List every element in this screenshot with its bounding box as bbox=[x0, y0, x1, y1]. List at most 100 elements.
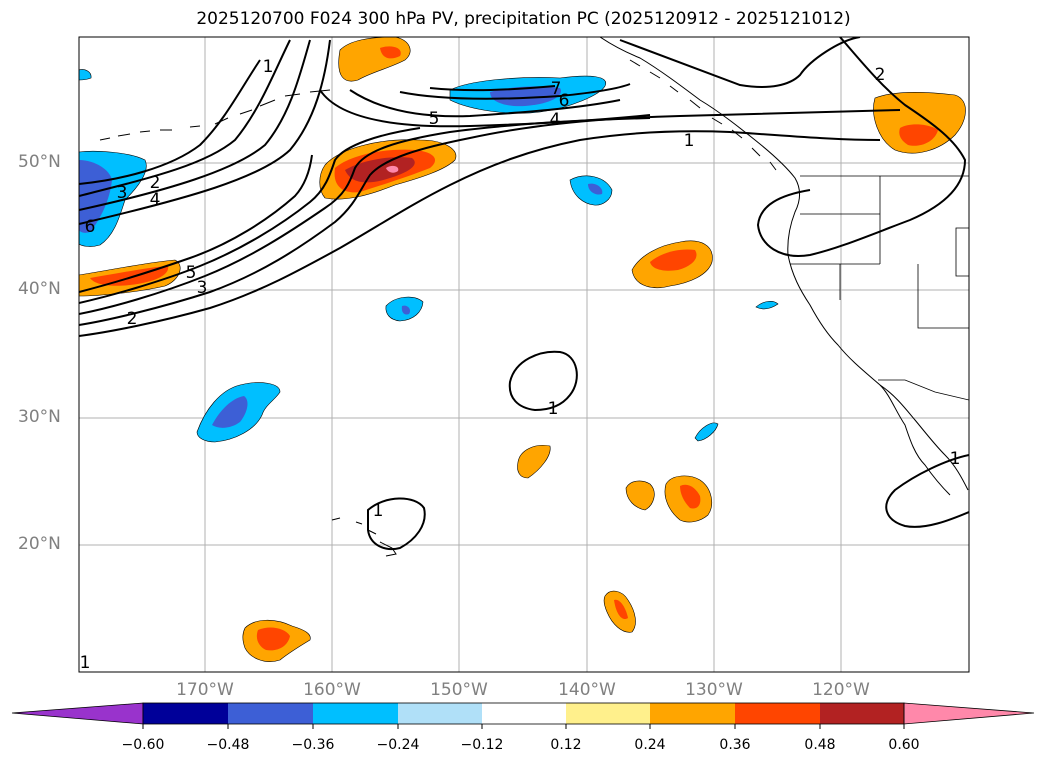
state-borders bbox=[790, 176, 969, 329]
lon-label: 170°W bbox=[176, 680, 234, 700]
contour-label: 1 bbox=[80, 653, 91, 673]
colorbar-tick-label: −0.36 bbox=[291, 737, 335, 753]
contour-label: 2 bbox=[875, 65, 886, 85]
pv-contour-ne-2 bbox=[756, 37, 967, 257]
pv-contour-gulf-6 bbox=[399, 83, 631, 100]
warm-area-east-mid-core bbox=[650, 249, 697, 271]
colorbar-tick-label: −0.48 bbox=[206, 737, 250, 753]
colorbar-tick-label: 0.60 bbox=[888, 737, 920, 753]
contour-label: 6 bbox=[85, 217, 96, 237]
map-area: 1 2 3 4 5 6 7 5 4 6 1 2 5 3 2 1 1 1 1 bbox=[79, 37, 969, 673]
pv-contour-gulf-5 bbox=[349, 89, 621, 118]
warm-area-south-core bbox=[614, 599, 628, 620]
colorbar-bin bbox=[228, 703, 313, 724]
lon-label: 150°W bbox=[430, 680, 488, 700]
warm-area-central-core bbox=[345, 157, 415, 183]
contour-label: 4 bbox=[550, 110, 561, 130]
warm-area-top bbox=[338, 37, 411, 82]
lat-label: 50°N bbox=[18, 152, 61, 172]
contour-labels: 1 2 3 4 5 6 7 5 4 6 1 2 5 3 2 1 1 1 1 bbox=[80, 57, 961, 673]
lat-label: 30°N bbox=[18, 407, 61, 427]
blue-area-small-2-core bbox=[401, 305, 411, 315]
contour-label: 1 bbox=[548, 399, 559, 419]
contour-label: 1 bbox=[950, 449, 961, 469]
pv-contour-4 bbox=[79, 127, 421, 304]
pv-contour-ridge bbox=[619, 37, 861, 88]
colorbar-extend-right bbox=[903, 702, 1035, 725]
blue-area-small-1-core bbox=[588, 183, 603, 195]
colorbar-tick-label: −0.60 bbox=[121, 737, 165, 753]
colorbar-tick-label: 0.48 bbox=[804, 737, 836, 753]
blue-area-hawaii-n-core bbox=[212, 396, 248, 428]
warm-area-ne-core bbox=[899, 124, 938, 146]
lat-label: 40°N bbox=[18, 279, 61, 299]
warm-area-ne bbox=[873, 92, 966, 154]
gridlines bbox=[79, 37, 969, 672]
contour-label: 5 bbox=[186, 263, 197, 283]
colorbar-bin bbox=[313, 703, 398, 724]
lon-label: 140°W bbox=[558, 680, 616, 700]
blue-area-west-core bbox=[79, 160, 112, 233]
hawaii-islands bbox=[331, 517, 397, 557]
lon-label: 120°W bbox=[812, 680, 870, 700]
colorbar-bin bbox=[650, 703, 735, 724]
lon-label: 130°W bbox=[685, 680, 743, 700]
warm-area-top-core bbox=[380, 46, 401, 59]
aleutian-islands bbox=[99, 89, 331, 141]
blue-area-nw-corner bbox=[79, 69, 92, 81]
us-mexico-border bbox=[878, 379, 969, 401]
colorbar bbox=[11, 702, 1035, 729]
pv-contour-closed-20n bbox=[367, 497, 426, 550]
colorbar-tick-label: −0.12 bbox=[460, 737, 504, 753]
warm-area-central-peak bbox=[386, 165, 399, 173]
colorbar-bin bbox=[735, 703, 820, 724]
contour-label: 3 bbox=[117, 183, 128, 203]
pv-contour-gulf-4 bbox=[319, 89, 651, 128]
pv-contour-north-4 bbox=[79, 39, 331, 225]
coastlines bbox=[99, 37, 969, 557]
colorbar-bin bbox=[143, 703, 228, 724]
warm-area-small-1 bbox=[517, 445, 551, 479]
lat-label: 20°N bbox=[18, 534, 61, 554]
pv-contour-north-1 bbox=[79, 59, 261, 185]
pv-contour-north-2 bbox=[79, 39, 291, 197]
pv-contour-closed-30n bbox=[508, 350, 578, 412]
colorbar-bin bbox=[566, 703, 650, 724]
warm-area-small-2 bbox=[625, 480, 655, 511]
pv-contours bbox=[79, 37, 969, 550]
blue-area-small-3 bbox=[694, 422, 719, 442]
colorbar-extend-left bbox=[11, 702, 144, 725]
warm-area-small-3-core bbox=[680, 484, 701, 509]
contour-label: 2 bbox=[150, 173, 161, 193]
colorbar-tick-label: 0.12 bbox=[550, 737, 582, 753]
contour-label: 7 bbox=[551, 79, 562, 99]
colorbar-tick-label: 0.24 bbox=[634, 737, 666, 753]
blue-area-gulf-core bbox=[490, 86, 561, 107]
pv-contour-north-3 bbox=[79, 39, 311, 211]
colorbar-bin bbox=[398, 703, 482, 724]
pv-contour-gulf-7 bbox=[429, 85, 556, 92]
colorbar-bin bbox=[820, 703, 904, 724]
pv-contour-1 bbox=[79, 130, 881, 337]
baja-peninsula bbox=[879, 384, 951, 496]
colorbar-outline bbox=[142, 702, 905, 725]
contour-label: 1 bbox=[373, 501, 384, 521]
warm-area-southwest-core bbox=[256, 627, 290, 651]
lon-label: 160°W bbox=[303, 680, 361, 700]
map-title: 2025120700 F024 300 hPa PV, precipitatio… bbox=[196, 9, 851, 29]
contour-label: 6 bbox=[559, 91, 570, 111]
pv-contour-5 bbox=[79, 154, 313, 293]
blue-area-small-4 bbox=[755, 301, 779, 310]
contour-label: 5 bbox=[429, 109, 440, 129]
map-frame bbox=[78, 36, 970, 673]
colorbar-bin bbox=[482, 703, 566, 724]
pv-contour-se bbox=[885, 454, 969, 528]
contour-label: 2 bbox=[127, 309, 138, 329]
alaska-panhandle-islands bbox=[629, 59, 777, 171]
pv-contour-2 bbox=[79, 109, 901, 326]
contour-label: 1 bbox=[684, 131, 695, 151]
colorbar-tick-label: 0.36 bbox=[719, 737, 751, 753]
colorbar-tick-label: −0.24 bbox=[376, 737, 420, 753]
political-borders bbox=[790, 175, 969, 401]
